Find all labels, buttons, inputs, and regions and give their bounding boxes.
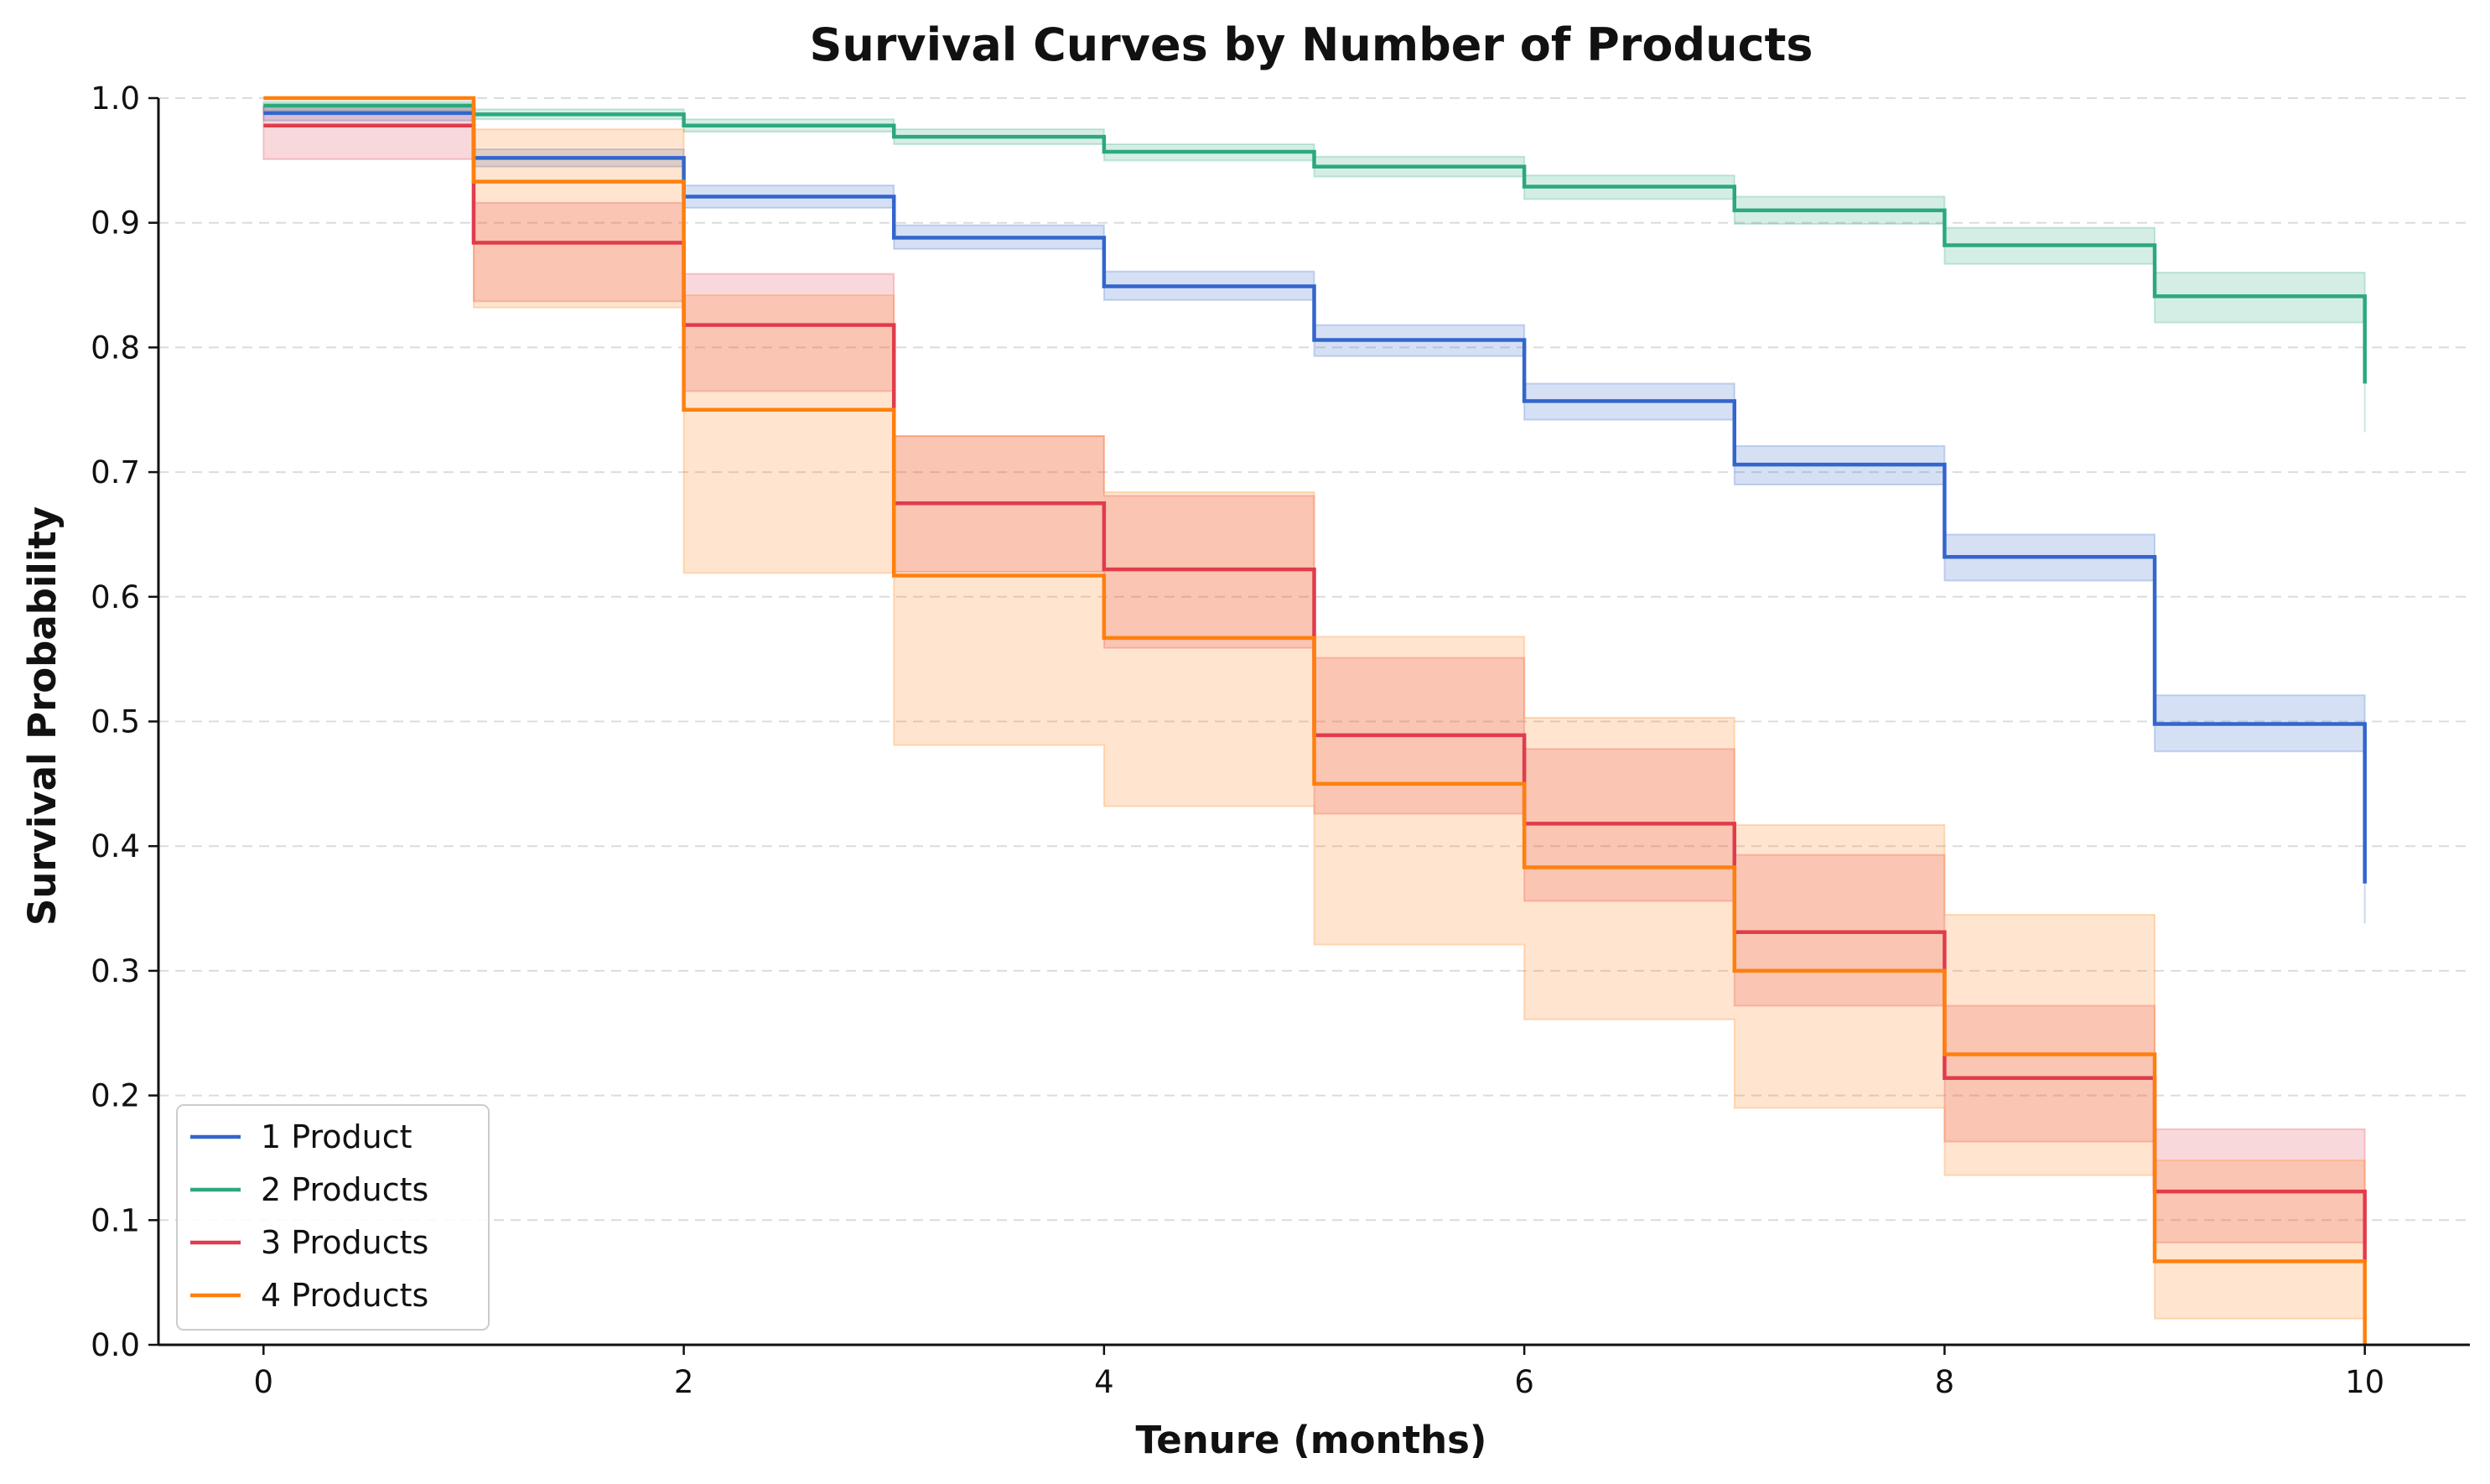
x-tick-label-6: 6 [1514, 1364, 1534, 1400]
y-tick-label-0.6: 0.6 [91, 579, 140, 615]
y-tick-label-0.0: 0.0 [91, 1327, 140, 1363]
x-ticks: 0 2 4 6 8 10 [254, 1345, 2384, 1400]
y-tick-label-0.8: 0.8 [91, 329, 140, 366]
y-tick-label-0.7: 0.7 [91, 454, 140, 490]
legend-box [176, 1104, 490, 1331]
x-tick-label-4: 4 [1094, 1364, 1114, 1400]
x-tick-label-8: 8 [1935, 1364, 1955, 1400]
y-axis-label: Survival Probability [20, 506, 65, 926]
confidence-band-2 [262, 101, 2366, 433]
survival-lines [263, 96, 2367, 1345]
y-tick-label-0.4: 0.4 [91, 828, 140, 864]
chart-title: Survival Curves by Number of Products [809, 18, 1813, 71]
y-tick-label-0.9: 0.9 [91, 205, 140, 241]
survival-line-2 [263, 103, 2367, 384]
legend-label-3: 3 Products [261, 1224, 428, 1261]
legend-label-4: 4 Products [261, 1277, 428, 1314]
y-tick-label-1.0: 1.0 [91, 80, 140, 117]
survival-line-1 [263, 111, 2367, 884]
x-tick-label-2: 2 [674, 1364, 694, 1400]
survival-line-4 [263, 96, 2367, 1345]
y-ticks: 0.0 0.1 0.2 0.3 0.4 0.5 0.6 0.7 0.8 0.9 1.0 [91, 80, 158, 1363]
legend-label-1: 1 Product [261, 1118, 412, 1155]
y-tick-label-0.2: 0.2 [91, 1078, 140, 1114]
y-tick-label-0.3: 0.3 [91, 953, 140, 989]
y-tick-label-0.1: 0.1 [91, 1202, 140, 1238]
x-axis-label: Tenure (months) [1136, 1418, 1487, 1462]
legend: 1 Product 2 Products 3 Products 4 Products [176, 1104, 490, 1331]
legend-label-2: 2 Products [261, 1171, 428, 1208]
y-tick-label-0.5: 0.5 [91, 704, 140, 740]
confidence-band-1 [262, 106, 2366, 924]
x-tick-label-10: 10 [2345, 1364, 2384, 1400]
x-tick-label-0: 0 [254, 1364, 274, 1400]
